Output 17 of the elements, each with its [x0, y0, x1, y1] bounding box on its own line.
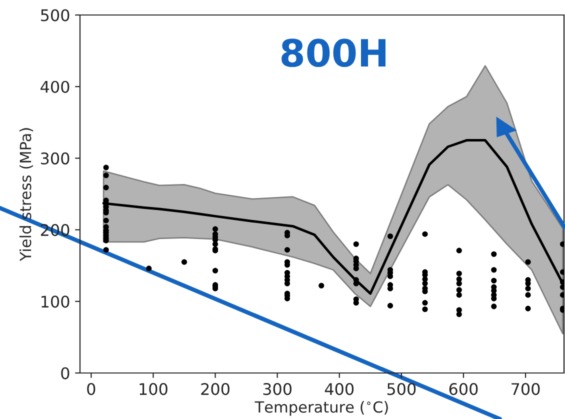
y-tick-label: 400: [40, 80, 70, 93]
y-axis-title: Yield stress (MPa): [19, 128, 34, 262]
x-tick-label: 100: [140, 383, 168, 396]
y-tick-label: 500: [41, 9, 70, 22]
x-tick-label: 500: [387, 383, 416, 396]
x-tick-label: 600: [449, 383, 478, 396]
line-series: [102, 139, 564, 295]
y-tick-label: 300: [41, 152, 70, 164]
y-tick-label: 0: [61, 367, 70, 380]
x-tick-label: 400: [324, 383, 354, 396]
x-tick-label: 300: [263, 383, 292, 396]
y-tick-label: 100: [42, 296, 70, 308]
x-tick-label: 200: [201, 383, 230, 396]
annotation: 800H: [282, 38, 386, 68]
x-tick-label: 700: [512, 383, 540, 396]
x-axis-title: Temperature ($^{∘}$C): [254, 400, 388, 416]
x-tick-label: 0: [87, 383, 96, 396]
